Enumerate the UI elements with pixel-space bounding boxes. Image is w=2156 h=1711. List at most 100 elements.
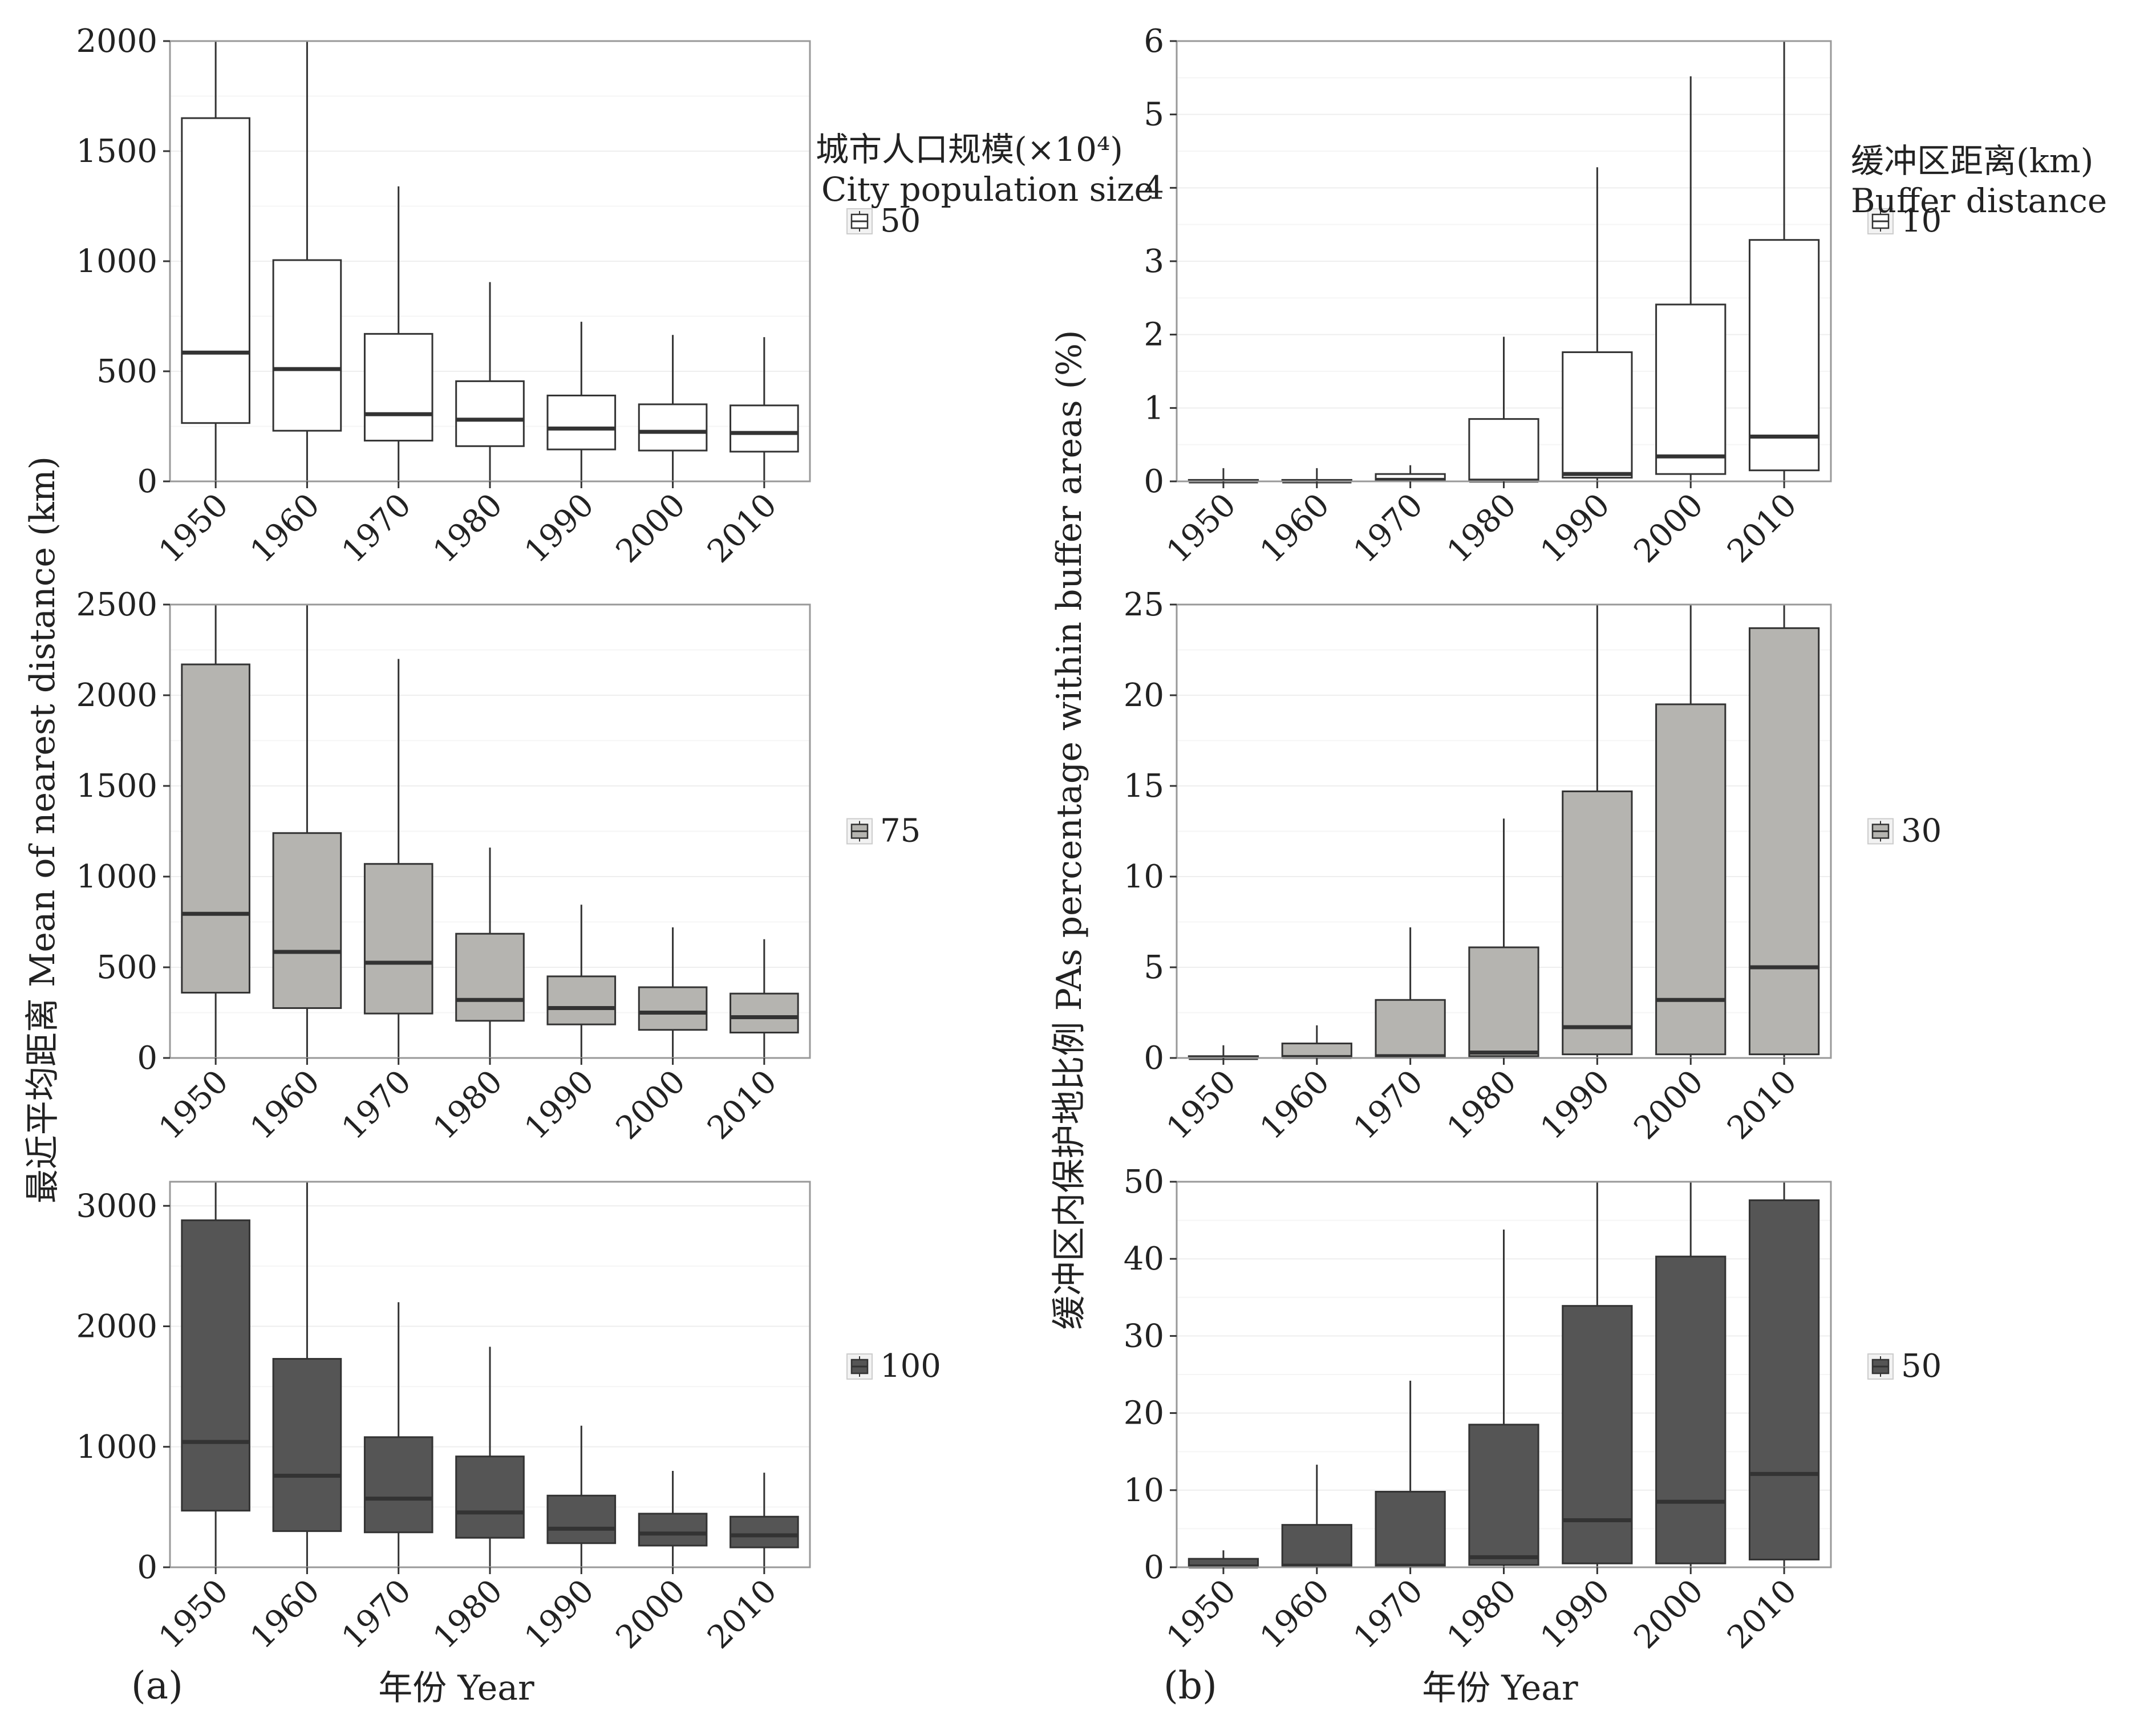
plot-a2-y-tick-label: 2000	[76, 677, 157, 714]
plot-b2-x-tick-label: 1950	[1160, 1063, 1243, 1147]
panel-label-a: (a)	[131, 1664, 183, 1708]
plot-b3-y-tick-label: 50	[1124, 1163, 1164, 1201]
plot-a1-box-1960	[272, 41, 342, 481]
plot-a1-x-tick-label: 1970	[335, 486, 419, 570]
plot-b2-x-tick-label: 1960	[1253, 1063, 1337, 1147]
iqr-box	[181, 663, 250, 994]
plot-b3-legend-key: 50	[1867, 1348, 1942, 1385]
plot-a1-box-2010	[730, 337, 799, 481]
plot-b1-y-tick-label: 1	[1144, 390, 1164, 427]
plot-b2-box-1960	[1281, 1025, 1352, 1059]
plot-a1-y-tick-label: 1500	[76, 133, 157, 170]
plot-a1-box-1950	[181, 41, 250, 481]
plot-a2-legend-label: 75	[880, 813, 921, 850]
plot-a2-y-tick-label: 500	[96, 949, 157, 986]
iqr-box	[1748, 239, 1820, 472]
plot-b2-y-tick-label: 10	[1124, 858, 1164, 895]
plot-b2-box-1950	[1188, 1045, 1259, 1060]
plot-a2: 0 500 1000 1500 2000 2500 1950 1960 1970 1980 1990…	[76, 586, 921, 1147]
plot-b3-box-2000	[1655, 1182, 1727, 1567]
iqr-box	[1375, 999, 1446, 1059]
plot-a2-x-tick-label: 1970	[335, 1063, 419, 1147]
plot-a1-box-1990	[546, 322, 617, 481]
plot-b1-box-1970	[1375, 465, 1446, 483]
plot-b2-x-tick-label: 1990	[1534, 1063, 1618, 1147]
plot-a2-x-tick-label: 2000	[609, 1063, 693, 1147]
plot-b1-x-tick-label: 1990	[1534, 486, 1618, 570]
plot-a1-box-2000	[638, 335, 708, 481]
plot-b2: 0 5 10 15 20 25 1950 1960 1970 1980 1990 2000 2010 30	[1124, 586, 1942, 1147]
plot-a2-box-2000	[638, 927, 708, 1058]
plot-b3-x-tick-label: 1960	[1253, 1572, 1337, 1656]
plot-b3-y-tick-label: 0	[1144, 1549, 1164, 1586]
iqr-box	[1281, 1524, 1352, 1568]
plot-b1-box-1960	[1281, 468, 1352, 484]
plot-a2-y-tick-label: 2500	[76, 586, 157, 623]
plot-b3-x-tick-label: 2010	[1720, 1572, 1804, 1656]
iqr-box	[1562, 351, 1633, 479]
plot-a1-y-tick-label: 2000	[76, 23, 157, 60]
plot-b2-y-tick-label: 25	[1124, 586, 1164, 623]
plot-b1-y-tick-label: 4	[1144, 169, 1164, 206]
plot-a3-x-tick-label: 1970	[335, 1572, 419, 1656]
left-y-axis-label: 最近平均距离 Mean of nearest distance (km)	[23, 456, 63, 1203]
plot-a3-x-tick-label: 1980	[426, 1572, 510, 1656]
iqr-box	[1468, 946, 1539, 1057]
plot-b1-box-1990	[1562, 167, 1633, 481]
left-legend-title-line2: City population size	[821, 170, 1154, 209]
plot-a3-x-tick-label: 2010	[700, 1572, 784, 1656]
plot-a1-x-tick-label: 1960	[244, 486, 327, 570]
plot-b3-legend-label: 50	[1901, 1348, 1942, 1385]
plot-b3-box-1980	[1468, 1229, 1539, 1567]
plot-a1-box-1980	[455, 282, 525, 481]
plot-b2-y-tick-label: 20	[1124, 677, 1164, 714]
plot-b1-x-tick-label: 1970	[1347, 486, 1430, 570]
plot-b3-x-tick-label: 1990	[1534, 1572, 1618, 1656]
left-legend-title-line1: 城市人口规模(×10⁴)	[816, 130, 1123, 169]
plot-b1-x-tick-label: 1960	[1253, 486, 1337, 570]
plot-b3-x-tick-label: 1980	[1440, 1572, 1524, 1656]
iqr-box	[455, 380, 525, 447]
right-legend-title-line1: 缓冲区距离(km)	[1851, 141, 2093, 180]
plot-a1-y-tick-label: 500	[96, 353, 157, 390]
plot-b2-x-tick-label: 1970	[1347, 1063, 1430, 1147]
plot-a2-x-tick-label: 1960	[244, 1063, 327, 1147]
plot-a3-box-1950	[181, 1182, 250, 1567]
plot-a3-box-1990	[546, 1425, 617, 1567]
plot-a1-x-tick-label: 1950	[152, 486, 236, 570]
plot-a1-x-tick-label: 1980	[426, 486, 510, 570]
iqr-box	[638, 986, 708, 1031]
iqr-box	[730, 1515, 799, 1548]
plot-a3-box-2000	[638, 1471, 708, 1567]
plot-a2-legend-key: 75	[846, 813, 921, 850]
plot-b1-legend-label: 10	[1901, 202, 1942, 240]
plot-b1-x-tick-label: 1950	[1160, 486, 1243, 570]
panel-label-b: (b)	[1164, 1664, 1217, 1708]
plot-b3-box-1970	[1375, 1380, 1446, 1568]
plot-b3-x-tick-label: 2000	[1627, 1572, 1711, 1656]
iqr-box	[1468, 1424, 1539, 1566]
plot-b1-legend-key: 10	[1867, 202, 1942, 240]
plot-b2-box-2010	[1748, 605, 1820, 1058]
plot-b2-y-tick-label: 0	[1144, 1040, 1164, 1077]
iqr-box	[1655, 303, 1727, 475]
iqr-box	[363, 1436, 433, 1534]
iqr-box	[546, 1494, 617, 1544]
right-y-axis-label: 缓冲区内保护地比例 PAs percentage within buffer a…	[1049, 330, 1089, 1330]
plot-b3-y-tick-label: 20	[1124, 1395, 1164, 1432]
plot-b3-x-tick-label: 1950	[1160, 1572, 1243, 1656]
iqr-box	[1562, 1305, 1633, 1564]
plot-b2-x-tick-label: 1980	[1440, 1063, 1524, 1147]
plot-a3-box-1960	[272, 1182, 342, 1567]
plot-b1-y-tick-label: 5	[1144, 96, 1164, 133]
plot-a3-y-tick-label: 1000	[76, 1429, 157, 1466]
iqr-box	[272, 259, 342, 432]
plot-b3-box-1990	[1562, 1182, 1633, 1567]
iqr-box	[546, 975, 617, 1025]
left-x-axis-label: 年份 Year	[378, 1668, 534, 1708]
iqr-box	[1748, 1199, 1820, 1560]
plot-b1-x-tick-label: 1980	[1440, 486, 1524, 570]
plot-a2-box-2010	[730, 939, 799, 1058]
